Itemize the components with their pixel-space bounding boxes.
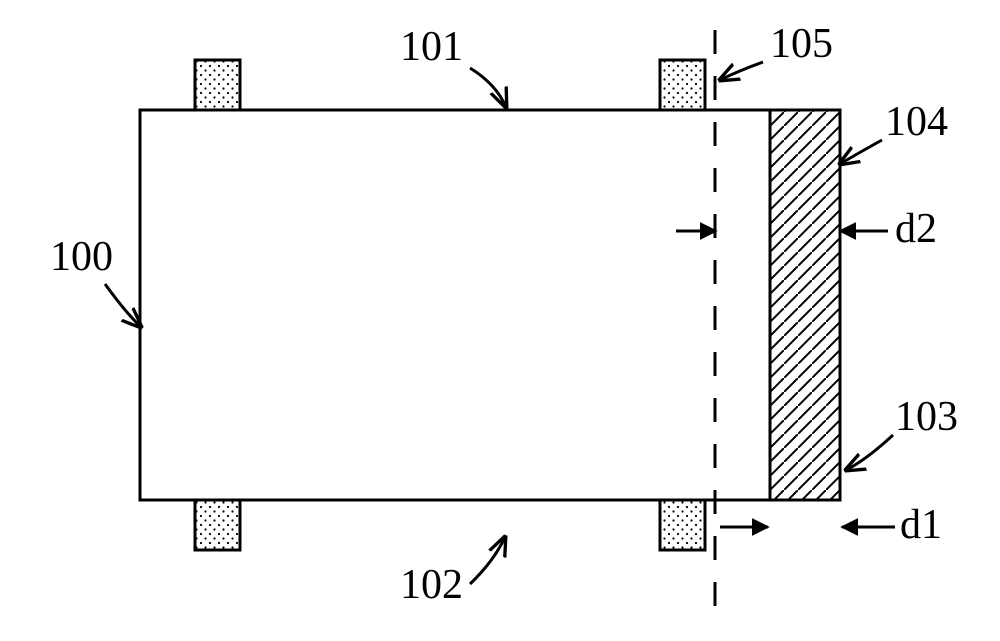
d1-label: d1 — [900, 502, 942, 548]
engineering-diagram: d2 d1 100 101 102 103 104 105 — [0, 0, 1000, 641]
callout-arrow-102 — [470, 537, 505, 584]
callout-label-103: 103 — [895, 394, 958, 440]
callout-arrow-105 — [720, 62, 763, 80]
d2-label: d2 — [895, 206, 937, 252]
dotted-tab-bottom-left — [195, 500, 240, 550]
hatched-region — [770, 110, 840, 500]
callout-arrow-100 — [105, 284, 141, 327]
dotted-tab-top-right — [660, 60, 705, 110]
main-rectangle — [140, 110, 840, 500]
callout-arrow-103 — [846, 435, 893, 470]
callout-label-105: 105 — [770, 21, 833, 67]
dotted-tab-bottom-right — [660, 500, 705, 550]
callout-arrow-104 — [840, 140, 882, 164]
callout-label-104: 104 — [885, 99, 948, 145]
callout-label-102: 102 — [400, 562, 463, 608]
callout-arrow-101 — [470, 68, 506, 107]
callout-label-101: 101 — [400, 24, 463, 70]
dotted-tab-top-left — [195, 60, 240, 110]
callout-label-100: 100 — [50, 234, 113, 280]
